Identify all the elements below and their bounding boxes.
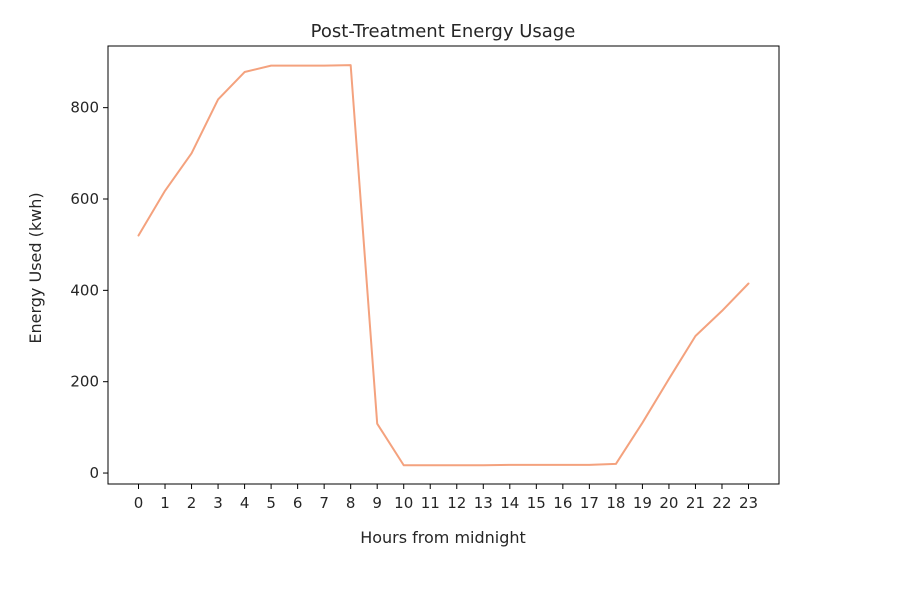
x-tick-label: 4 xyxy=(240,494,250,512)
series-layer xyxy=(137,64,750,467)
plot-area xyxy=(107,45,780,485)
x-tick-label: 9 xyxy=(372,494,382,512)
data-point xyxy=(297,65,299,67)
plot-frame xyxy=(107,45,780,485)
x-tick-label: 22 xyxy=(712,494,731,512)
y-tick-label: 0 xyxy=(89,464,99,482)
data-point xyxy=(164,190,166,192)
data-point xyxy=(270,65,272,67)
data-point xyxy=(536,464,538,466)
x-tick-label: 13 xyxy=(474,494,493,512)
data-point xyxy=(429,464,431,466)
x-tick-label: 15 xyxy=(527,494,546,512)
y-tick-label: 800 xyxy=(70,99,99,117)
data-point xyxy=(191,153,193,155)
x-tick-label: 3 xyxy=(213,494,223,512)
data-point xyxy=(403,464,405,466)
x-tick-label: 11 xyxy=(421,494,440,512)
x-axis-label: Hours from midnight xyxy=(360,528,526,547)
data-point xyxy=(456,464,458,466)
data-point xyxy=(376,423,378,425)
data-point xyxy=(562,464,564,466)
x-tick-label: 2 xyxy=(187,494,197,512)
x-tick-label: 21 xyxy=(686,494,705,512)
x-tick-label: 19 xyxy=(633,494,652,512)
data-point xyxy=(244,71,246,73)
data-point xyxy=(482,464,484,466)
x-tick-label: 10 xyxy=(394,494,413,512)
y-tick-label: 400 xyxy=(70,281,99,299)
data-point xyxy=(695,335,697,337)
data-point xyxy=(642,422,644,424)
y-axis-label: Energy Used (kwh) xyxy=(26,192,45,343)
x-tick-label: 23 xyxy=(739,494,758,512)
x-tick-label: 17 xyxy=(580,494,599,512)
y-axis: 0 200 400 600 800 xyxy=(70,99,108,482)
series-line xyxy=(137,64,750,467)
data-point xyxy=(668,378,670,380)
data-point xyxy=(748,283,750,285)
x-tick-label: 0 xyxy=(134,494,144,512)
data-point xyxy=(721,310,723,312)
x-tick-label: 14 xyxy=(500,494,519,512)
x-tick-label: 5 xyxy=(266,494,276,512)
data-point xyxy=(589,464,591,466)
x-tick-label: 1 xyxy=(160,494,170,512)
data-point xyxy=(350,64,352,66)
data-point xyxy=(615,463,617,465)
x-tick-label: 7 xyxy=(319,494,329,512)
x-axis: 0 1 2 3 4 5 6 7 8 9 10 11 12 13 14 15 16 17 18 19 20 21 22 23 xyxy=(134,484,758,512)
x-tick-label: 20 xyxy=(659,494,678,512)
x-tick-label: 18 xyxy=(606,494,625,512)
x-tick-label: 8 xyxy=(346,494,356,512)
chart-title: Post-Treatment Energy Usage xyxy=(311,21,576,42)
data-point xyxy=(217,99,219,101)
data-point xyxy=(509,464,511,466)
x-tick-label: 6 xyxy=(293,494,303,512)
data-point xyxy=(323,65,325,67)
x-tick-label: 12 xyxy=(447,494,466,512)
x-tick-label: 16 xyxy=(553,494,572,512)
y-tick-label: 600 xyxy=(70,190,99,208)
data-point xyxy=(138,235,140,237)
y-tick-label: 200 xyxy=(70,373,99,391)
